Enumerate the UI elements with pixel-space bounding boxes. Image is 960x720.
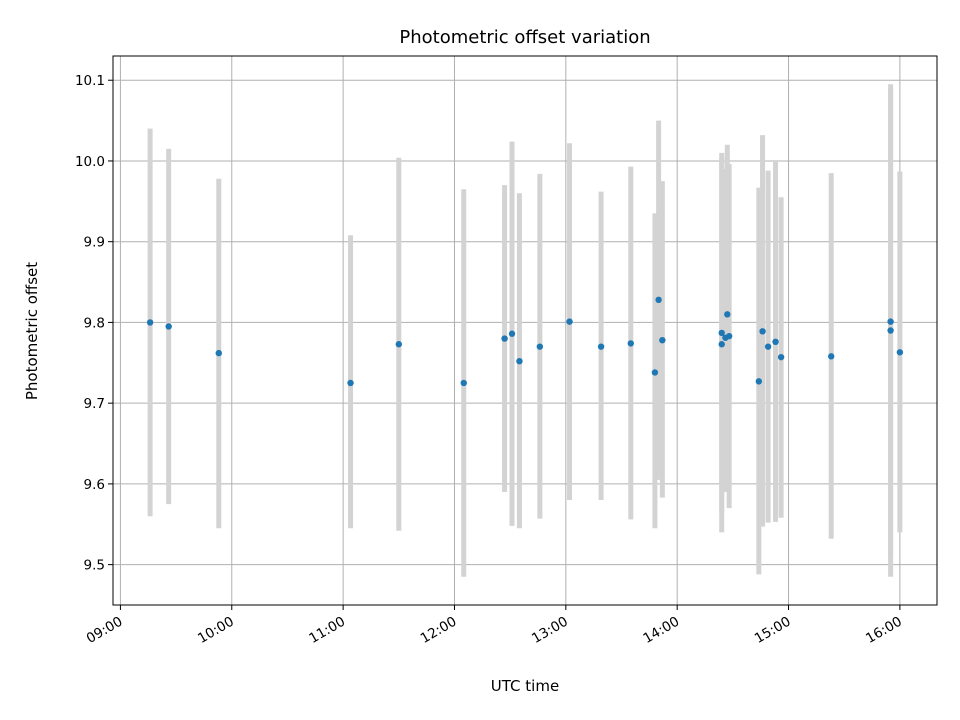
data-point (777, 353, 785, 361)
data-point (896, 349, 904, 356)
data-point (501, 335, 508, 342)
data-point (566, 318, 573, 325)
data-point (887, 318, 894, 325)
data-point (536, 343, 544, 350)
y-tick-label: 9.9 (84, 235, 105, 251)
x-axis-label: UTC time (491, 677, 559, 695)
chart-title: Photometric offset variation (399, 27, 650, 48)
gridlines (113, 56, 937, 605)
y-tick-label: 10.0 (75, 154, 105, 170)
data-point (725, 332, 733, 340)
data-point (597, 343, 605, 350)
data-point (718, 341, 725, 348)
y-tick-label: 9.7 (84, 396, 105, 412)
data-point (347, 379, 354, 387)
data-point (828, 353, 835, 360)
data-point (655, 296, 662, 304)
y-tick-label: 9.5 (84, 558, 105, 574)
data-point (659, 336, 666, 344)
data-point (764, 343, 772, 350)
data-point (755, 378, 763, 385)
data-point (759, 328, 766, 335)
data-point (165, 323, 172, 330)
data-point (651, 369, 659, 376)
data-point (460, 379, 467, 387)
data-point (508, 330, 516, 337)
data-point (146, 319, 154, 326)
data-point (395, 341, 403, 348)
y-axis-ticks: 9.5 9.6 9.7 9.8 9.9 10.0 10.1 (75, 73, 113, 574)
y-axis-label: Photometric offset (23, 262, 41, 400)
y-tick-label: 10.1 (75, 73, 105, 89)
data-points (146, 296, 904, 387)
data-point (724, 311, 731, 318)
data-point (887, 327, 894, 334)
plot-frame (112, 55, 938, 606)
data-point (215, 349, 222, 357)
y-tick-label: 9.8 (84, 315, 105, 331)
data-point (627, 340, 634, 347)
data-point (718, 329, 725, 337)
y-tick-label: 9.6 (84, 477, 105, 493)
data-point (772, 338, 779, 346)
data-point (516, 357, 523, 365)
